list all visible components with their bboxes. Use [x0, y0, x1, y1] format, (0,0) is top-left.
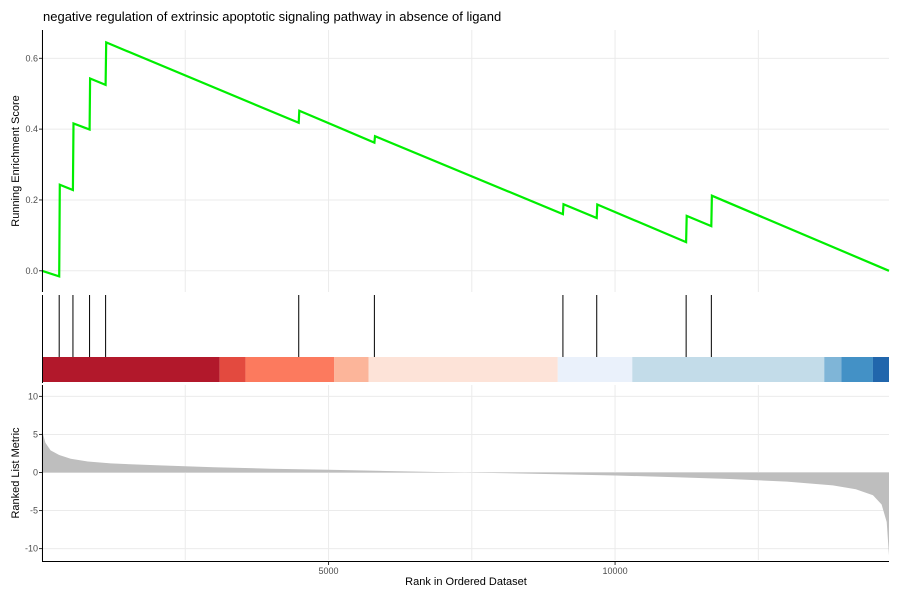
rank-color-band	[824, 357, 842, 382]
metric-y-axis: 10 5 0 -5 -10	[25, 391, 42, 554]
y-tick-label: 10	[28, 391, 38, 401]
rank-color-band	[245, 357, 335, 382]
ranked-metric-panel: 10 5 0 -5 -10 5000 10000	[25, 385, 889, 576]
chart-title: negative regulation of extrinsic apoptot…	[43, 9, 501, 24]
x-axis-title: Rank in Ordered Dataset	[405, 576, 527, 588]
y-tick-label: -5	[30, 506, 38, 516]
rank-color-band	[368, 357, 558, 382]
y-tick-label: -10	[25, 544, 38, 554]
enrichment-score-panel: 0.0 0.2 0.4 0.6	[25, 30, 890, 292]
hit-rug-panel	[42, 295, 889, 383]
y-tick-label: 0.2	[25, 195, 38, 205]
rank-color-band	[334, 357, 369, 382]
enrichment-grid	[41, 30, 889, 292]
rank-color-band	[841, 357, 873, 382]
rank-color-band	[42, 357, 220, 382]
y-tick-label: 0.4	[25, 124, 38, 134]
x-tick-label: 5000	[319, 566, 339, 576]
running-enrichment-score-line	[41, 40, 890, 278]
rank-color-bands	[42, 357, 889, 382]
y-tick-label: 0.6	[25, 53, 38, 63]
rank-color-band	[632, 357, 825, 382]
y-tick-label: 0.0	[25, 266, 38, 276]
rank-color-band	[219, 357, 246, 382]
y-axis-title-enrichment: Running Enrichment Score	[10, 95, 22, 226]
y-tick-label: 0	[33, 468, 38, 478]
enrichment-y-axis: 0.0 0.2 0.4 0.6	[25, 53, 42, 276]
rank-color-band	[872, 357, 889, 382]
y-axis-title-metric: Ranked List Metric	[10, 427, 22, 519]
rank-color-band	[557, 357, 633, 382]
metric-x-axis: 5000 10000	[319, 562, 628, 576]
y-tick-label: 5	[33, 429, 38, 439]
x-tick-label: 10000	[603, 566, 628, 576]
gene-hit-marks	[58, 295, 712, 357]
